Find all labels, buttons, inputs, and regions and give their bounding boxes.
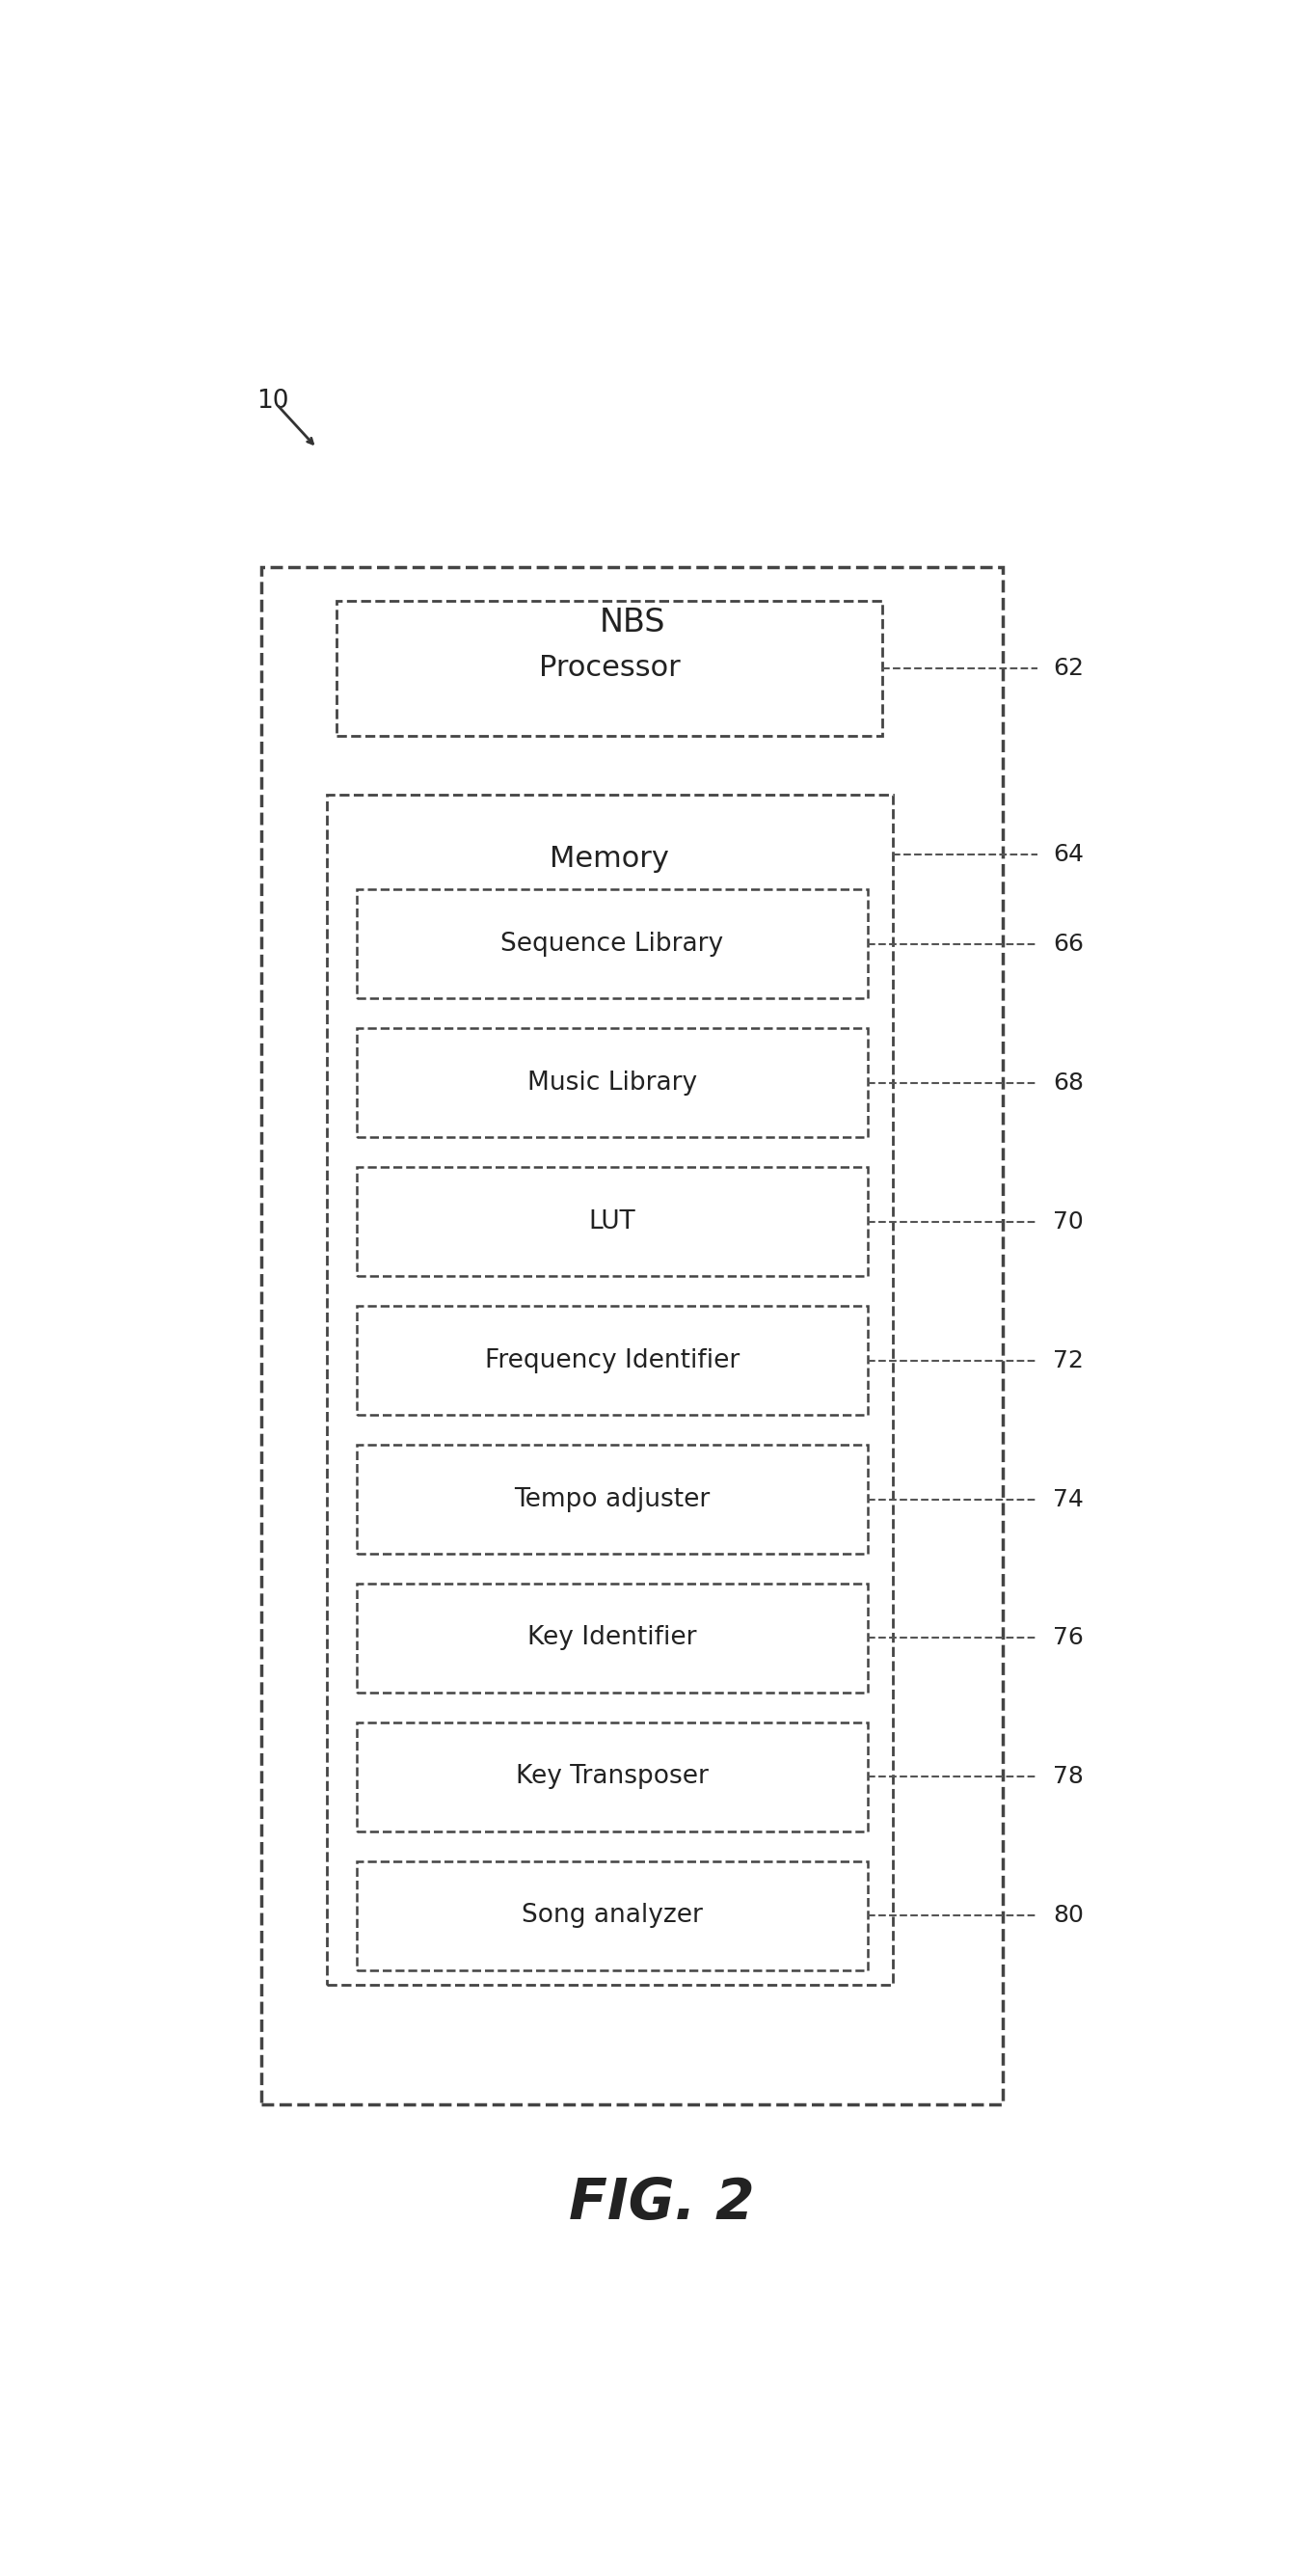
Text: 78: 78 [1053,1765,1084,1788]
Text: Key Transposer: Key Transposer [516,1765,708,1790]
Bar [357,1723,867,1832]
Bar [327,796,893,1986]
Text: 80: 80 [1053,1904,1084,1927]
Text: 72: 72 [1053,1350,1084,1373]
Bar [357,1306,867,1414]
Bar [357,889,867,999]
Text: LUT: LUT [589,1208,636,1234]
Bar [357,1862,867,1971]
Text: Tempo adjuster: Tempo adjuster [514,1486,711,1512]
Text: 68: 68 [1053,1072,1084,1095]
Text: 70: 70 [1053,1211,1083,1234]
Text: 76: 76 [1053,1625,1084,1649]
Text: 66: 66 [1053,933,1084,956]
Bar [357,1167,867,1275]
Bar [357,1445,867,1553]
Text: Key Identifier: Key Identifier [527,1625,696,1651]
Text: Memory: Memory [550,845,669,873]
Text: 10: 10 [257,389,289,415]
Text: NBS: NBS [599,605,665,639]
Text: Sequence Library: Sequence Library [501,933,724,956]
Bar [357,1584,867,1692]
Text: 62: 62 [1053,657,1084,680]
Text: Song analyzer: Song analyzer [522,1904,703,1929]
Text: Frequency Identifier: Frequency Identifier [484,1347,739,1373]
Text: FIG. 2: FIG. 2 [570,2177,755,2231]
Bar [261,567,1003,2105]
Text: 74: 74 [1053,1489,1084,1510]
Text: 64: 64 [1053,842,1084,866]
Text: Music Library: Music Library [527,1069,696,1095]
Bar [357,1028,867,1136]
Bar [337,600,882,737]
Text: Processor: Processor [539,654,681,683]
